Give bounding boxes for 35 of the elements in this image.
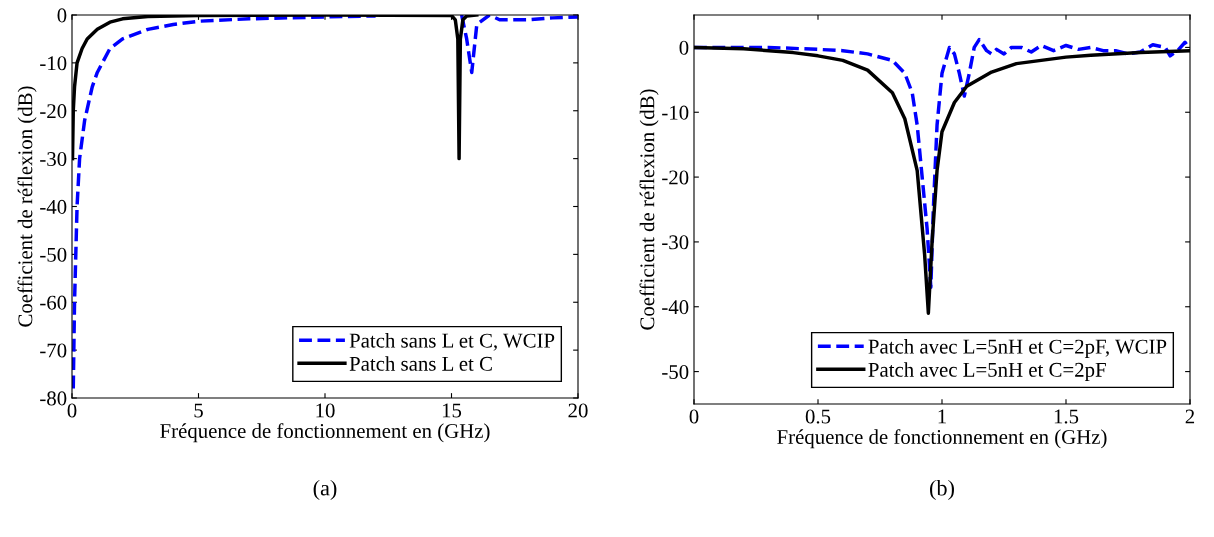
x-tick-label: 0: [689, 409, 699, 424]
text: (a): [313, 479, 337, 501]
y-tick-label: -20: [40, 104, 67, 119]
x-tick-label: 1.5: [1054, 409, 1079, 424]
x-axis-title: Fréquence de fonctionnement en (GHz): [160, 423, 490, 443]
legend-label: Patch avec L=5nH et C=2pF, WCIP: [868, 339, 1167, 358]
y-axis-title: Coefficient de réflexion (dB): [17, 86, 37, 327]
y-tick-label: -10: [662, 105, 689, 120]
y-tick-label: -10: [40, 56, 67, 71]
y-tick-label: -40: [662, 300, 689, 315]
y-tick-label: -30: [662, 235, 689, 250]
y-tick-label: 0: [57, 8, 67, 23]
y-axis-title: Coefficient de réflexion (dB): [639, 89, 659, 330]
x-tick-label: 0.5: [805, 409, 831, 424]
text: (b): [930, 479, 954, 501]
x-tick-label: 1: [938, 409, 946, 424]
legend-label: Patch sans L et C: [349, 356, 492, 371]
x-axis-title: Fréquence de fonctionnement en (GHz): [777, 429, 1107, 449]
legend-label: Patch avec L=5nH et C=2pF: [868, 362, 1106, 382]
legend-label: Patch sans L et C, WCIP: [349, 333, 555, 351]
x-tick-label: 15: [442, 403, 462, 418]
x-tick-label: 2: [1185, 409, 1195, 424]
y-tick-label: -80: [40, 391, 67, 406]
x-tick-label: 10: [316, 403, 335, 418]
y-tick-label: -60: [40, 295, 67, 310]
y-tick-label: -30: [40, 152, 67, 167]
y-tick-label: -40: [40, 199, 67, 214]
x-tick-label: 20: [568, 403, 588, 418]
y-tick-label: -50: [40, 247, 67, 262]
x-tick-label: 0: [67, 403, 77, 418]
y-tick-label: -50: [662, 364, 689, 380]
y-tick-label: 0: [679, 40, 689, 55]
x-tick-label: 5: [194, 403, 203, 418]
y-tick-label: -20: [662, 170, 689, 185]
y-tick-label: -70: [40, 343, 67, 358]
